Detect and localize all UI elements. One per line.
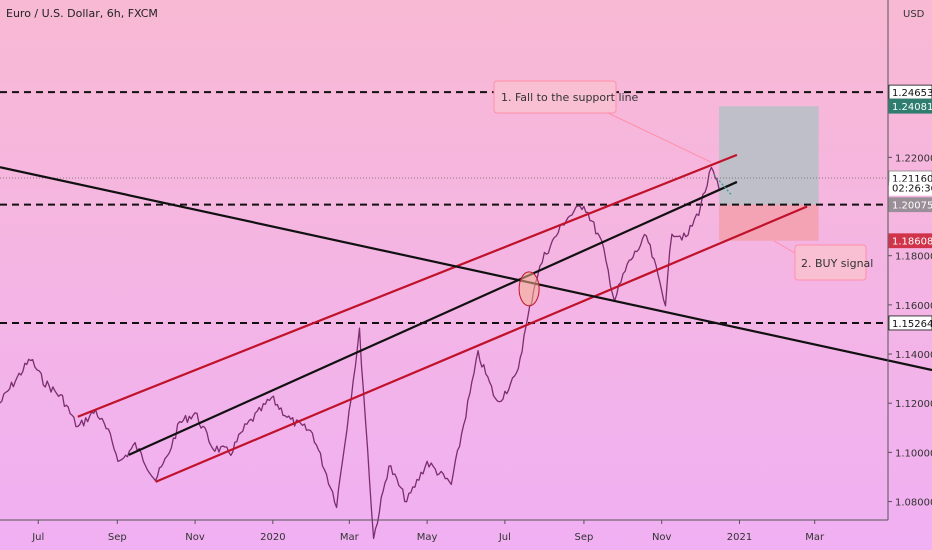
trendline-long-downtrend[interactable] (0, 166, 932, 372)
y-tick-label: 1.14000 (895, 350, 932, 361)
countdown-label: 02:26:36 (892, 184, 932, 195)
trendline-channel-upper[interactable] (77, 153, 738, 418)
x-tick-label: Jul (31, 532, 44, 543)
price-series (0, 166, 720, 540)
price-tag[interactable] (888, 197, 932, 213)
x-tick-label: Sep (108, 532, 127, 543)
chart-title: Euro / U.S. Dollar, 6h, FXCM (6, 7, 158, 20)
x-tick-label: 2021 (727, 532, 752, 543)
x-tick-label: Sep (575, 532, 594, 543)
x-tick-label: Nov (652, 532, 672, 543)
trendline-channel-middle[interactable] (128, 180, 738, 456)
y-tick-label: 1.16000 (895, 301, 932, 312)
price-tag-label: 1.15264 (892, 319, 932, 330)
annotation-2-pointer (773, 240, 796, 254)
price-tag-label: 1.24653 (892, 88, 932, 99)
x-tick-label: 2020 (260, 532, 285, 543)
annotation-2-text: 2. BUY signal (801, 257, 873, 270)
projection-arrow (713, 174, 733, 196)
annotation-1-pointer (607, 112, 712, 163)
y-tick-label: 1.18000 (895, 252, 932, 263)
price-tag-label: 1.21160 (892, 174, 932, 185)
y-tick-label: 1.10000 (895, 448, 932, 459)
price-tag-label: 1.24081 (892, 102, 932, 113)
x-tick-label: Mar (340, 532, 360, 543)
annotation-1-text: 1. Fall to the support line (501, 91, 639, 104)
price-tag-label: 1.20075 (892, 201, 932, 212)
annotation-2-box[interactable] (794, 244, 867, 281)
breakout-circle-marker[interactable] (518, 271, 540, 307)
y-tick-label: 1.12000 (895, 399, 932, 410)
currency-label: USD (903, 9, 925, 20)
x-tick-label: Jul (498, 532, 511, 543)
price-tag[interactable] (888, 233, 932, 249)
y-tick-label: 1.08000 (895, 498, 932, 509)
price-tag[interactable] (888, 98, 932, 114)
y-tick-label: 1.22000 (895, 153, 932, 164)
x-tick-label: May (417, 532, 438, 543)
annotation-1-box[interactable] (493, 80, 617, 114)
countdown-tag (889, 181, 932, 196)
price-tag-label: 1.18608 (892, 237, 932, 248)
x-tick-label: Mar (805, 532, 825, 543)
x-tick-label: Nov (185, 532, 205, 543)
price-tag[interactable] (888, 315, 932, 331)
trendline-channel-lower[interactable] (155, 205, 808, 483)
